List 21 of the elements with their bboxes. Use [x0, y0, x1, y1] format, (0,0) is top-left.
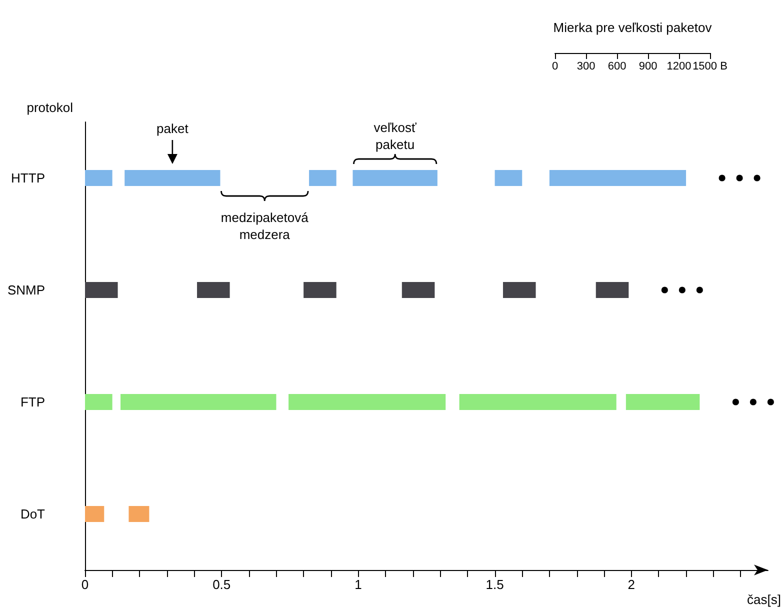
x-tick-label: 2: [628, 577, 636, 592]
x-tick-label: 0.5: [212, 577, 231, 592]
y-tick-label: SNMP: [7, 282, 45, 298]
annotation: paket: [156, 121, 189, 136]
x2-tick-label: 1500 B: [692, 60, 728, 72]
x-tick-label: 1.5: [486, 577, 504, 592]
y-tick-label: FTP: [20, 394, 45, 410]
annotation: veľkosť paketu: [374, 120, 417, 152]
x-tick-label: 1: [354, 577, 362, 592]
x2-tick-label: 1200: [666, 60, 692, 72]
y-axis-title: protokol: [26, 100, 74, 115]
x2-tick-label: 300: [576, 60, 596, 72]
x2-tick-label: 900: [638, 60, 658, 72]
y-tick-label: DoT: [20, 506, 46, 522]
x2-axis-title: Mierka pre veľkosti paketov: [553, 20, 712, 35]
x-tick-label: 0: [81, 577, 89, 592]
x-axis-title: čas[s]: [747, 592, 782, 607]
x2-tick-label: 0: [552, 60, 558, 72]
x2-tick-label: 600: [608, 60, 626, 72]
y-tick-label: HTTP: [11, 170, 45, 186]
annotation: medzipaketová medzera: [220, 210, 310, 242]
